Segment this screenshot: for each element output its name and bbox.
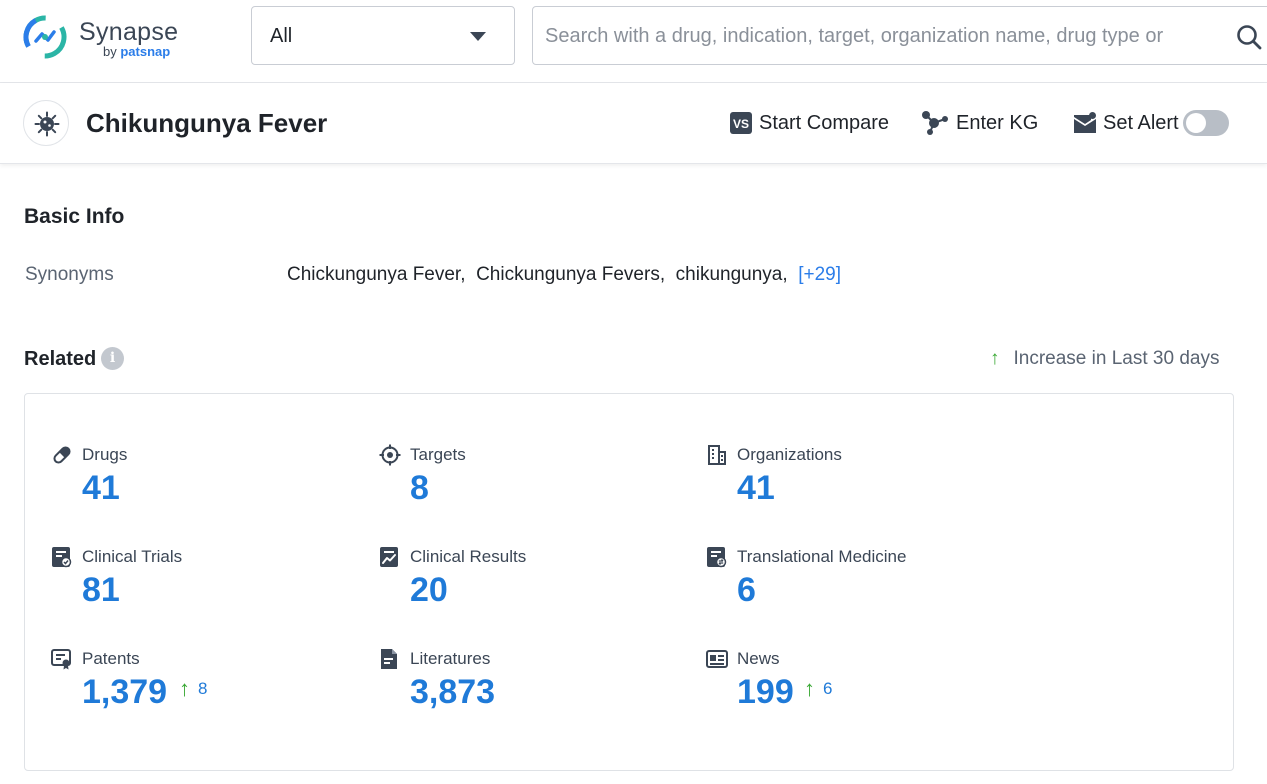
page-title: Chikungunya Fever — [86, 108, 327, 139]
document-icon — [379, 648, 401, 670]
set-alert-label: Set Alert — [1103, 112, 1179, 135]
start-compare-label: Start Compare — [759, 112, 889, 135]
brand-name: Synapse — [79, 18, 178, 47]
translational-icon — [706, 546, 728, 568]
increase-legend-label: Increase in Last 30 days — [1014, 348, 1220, 369]
stat-targets[interactable]: Targets 8 — [379, 444, 679, 534]
synonyms-list: Chickungunya Fever, Chickungunya Fevers,… — [287, 264, 841, 286]
compare-icon: VS — [729, 111, 753, 135]
stat-value[interactable]: 3,873 — [410, 673, 495, 712]
chevron-down-icon — [470, 32, 486, 41]
stat-label: Translational Medicine — [737, 547, 906, 567]
stat-increase-value: 8 — [198, 679, 207, 698]
patent-icon — [51, 648, 73, 670]
increase-legend: ↑ Increase in Last 30 days — [990, 348, 1219, 370]
synonym-item: chikungunya, — [676, 264, 788, 285]
stat-value[interactable]: 81 — [82, 571, 120, 610]
stat-clinical-trials[interactable]: Clinical Trials 81 — [51, 546, 351, 636]
synonym-item: Chickungunya Fevers, — [476, 264, 665, 285]
alert-toggle[interactable] — [1183, 110, 1229, 136]
synapse-logo[interactable]: Synapse by patsnap — [22, 14, 192, 62]
alert-mail-icon — [1073, 111, 1097, 135]
virus-icon — [34, 111, 60, 137]
stat-patents[interactable]: Patents 1,379 ↑8 — [51, 648, 351, 738]
disease-avatar — [23, 100, 69, 146]
synapse-logo-icon — [22, 14, 68, 60]
stat-organizations[interactable]: Organizations 41 — [706, 444, 1006, 534]
synonyms-more-link[interactable]: [+29] — [798, 264, 841, 285]
synonyms-label: Synonyms — [25, 264, 114, 286]
entity-header: Chikungunya Fever VS Start Compare Enter… — [0, 83, 1267, 164]
stat-value[interactable]: 41 — [737, 469, 775, 508]
enter-kg-button[interactable]: Enter KG — [920, 109, 1038, 137]
stat-value[interactable]: 20 — [410, 571, 448, 610]
toggle-knob — [1186, 113, 1206, 133]
stat-label: Literatures — [410, 649, 490, 669]
stat-increase-value: 6 — [823, 679, 832, 698]
target-icon — [379, 444, 401, 466]
newspaper-icon — [706, 648, 728, 670]
brand-sub: patsnap — [120, 44, 170, 59]
related-stats-panel: Drugs 41 Targets 8 Organizations 41 Clin… — [24, 393, 1234, 771]
stat-value[interactable]: 1,379 — [82, 673, 167, 712]
enter-kg-label: Enter KG — [956, 112, 1038, 135]
stat-label: Clinical Results — [410, 547, 526, 567]
brand-by: by — [103, 44, 117, 59]
set-alert-button[interactable]: Set Alert — [1073, 109, 1179, 137]
stat-translational-medicine[interactable]: Translational Medicine 6 — [706, 546, 1006, 636]
related-heading: Related — [24, 348, 96, 371]
stat-literatures[interactable]: Literatures 3,873 — [379, 648, 679, 738]
svg-text:VS: VS — [733, 117, 749, 131]
arrow-up-icon: ↑ — [990, 348, 1000, 369]
search-icon[interactable] — [1235, 23, 1263, 51]
stat-increase: ↑6 — [804, 674, 832, 700]
stat-label: Targets — [410, 445, 466, 465]
stat-increase: ↑8 — [179, 674, 207, 700]
pill-icon — [51, 444, 73, 466]
stat-value[interactable]: 8 — [410, 469, 429, 508]
stat-label: News — [737, 649, 780, 669]
stat-clinical-results[interactable]: Clinical Results 20 — [379, 546, 679, 636]
stat-label: Clinical Trials — [82, 547, 182, 567]
basic-info-heading: Basic Info — [24, 205, 124, 229]
info-icon[interactable]: i — [101, 347, 124, 370]
results-chart-icon — [379, 546, 401, 568]
search-box[interactable] — [532, 6, 1267, 65]
search-scope-select[interactable]: All — [251, 6, 515, 65]
search-scope-value: All — [270, 25, 292, 48]
stat-label: Drugs — [82, 445, 127, 465]
search-input[interactable] — [545, 19, 1205, 53]
brand-byline: by patsnap — [103, 44, 170, 59]
stat-label: Patents — [82, 649, 140, 669]
stat-drugs[interactable]: Drugs 41 — [51, 444, 351, 534]
stat-value[interactable]: 6 — [737, 571, 756, 610]
start-compare-button[interactable]: VS Start Compare — [729, 109, 889, 137]
stat-value[interactable]: 199 — [737, 673, 794, 712]
stat-label: Organizations — [737, 445, 842, 465]
arrow-up-icon: ↑ — [179, 676, 190, 701]
stat-value[interactable]: 41 — [82, 469, 120, 508]
arrow-up-icon: ↑ — [804, 676, 815, 701]
building-icon — [706, 444, 728, 466]
clipboard-icon — [51, 546, 73, 568]
knowledge-graph-icon — [920, 110, 950, 136]
synonym-item: Chickungunya Fever, — [287, 264, 466, 285]
top-navigation-bar: Synapse by patsnap All — [0, 0, 1267, 83]
stat-news[interactable]: News 199 ↑6 — [706, 648, 1006, 738]
